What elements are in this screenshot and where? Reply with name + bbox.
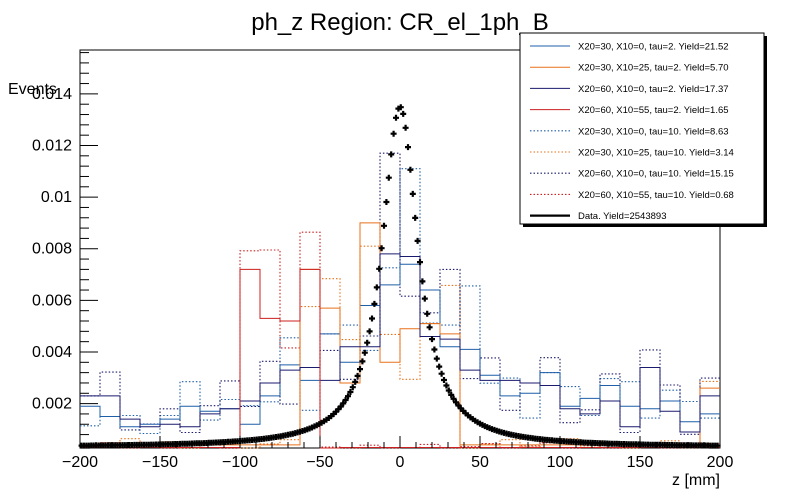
data-point [345,393,351,400]
legend-label: X20=60, X10=55, tau=2. Yield=1.65 [578,105,729,116]
y-tick-label: 0.008 [32,241,72,258]
y-tick-label: 0.006 [32,292,72,309]
data-point [426,324,433,331]
data-point [443,382,450,389]
y-tick-label: 0.004 [32,344,72,361]
data-point [431,346,438,353]
data-point [409,190,416,197]
y-tick-label: 0.014 [32,86,72,103]
data-point [453,399,459,406]
data-point [376,265,383,272]
legend-label: X20=60, X10=0, tau=10. Yield=15.15 [578,169,734,180]
x-tick-label: −200 [62,454,98,471]
data-point [405,144,411,151]
x-tick-label: 150 [627,454,654,471]
data-point [352,378,359,385]
data-point [378,245,385,252]
series-line-4 [80,268,720,449]
legend-label: X20=60, X10=0, tau=2. Yield=17.37 [578,84,729,95]
data-point [448,391,455,398]
x-tick-label: 200 [707,454,734,471]
data-point [349,384,356,391]
legend-label: X20=60, X10=55, tau=10. Yield=0.68 [578,190,734,201]
data-point [340,400,347,407]
x-tick-label: −150 [142,454,178,471]
data-point [364,339,371,346]
legend: X20=30, X10=0, tau=2. Yield=21.52 X20=30,… [519,32,767,227]
data-point [400,110,407,117]
data-point [373,284,380,291]
x-tick-label: −100 [222,454,258,471]
data-point [433,355,440,362]
data-point [450,395,457,402]
data-point [414,237,421,244]
data-point [354,372,361,379]
data-point [429,336,435,343]
data-point [412,214,419,221]
data-point [421,295,428,302]
data-point [424,310,431,317]
data-point [347,389,354,395]
dotted-series-3 [80,152,720,435]
data-point [388,151,395,158]
series-line-3 [80,253,720,433]
y-axis-label: Events [8,81,57,98]
data-point [438,370,445,377]
data-point [385,174,392,181]
x-tick-label: −50 [306,454,333,471]
chart-title: ph_z Region: CR_el_1ph_B [251,9,549,36]
x-axis-label: z [mm] [672,472,720,489]
x-tick-label: 100 [547,454,574,471]
axes: −200 −150 −100 −50 0 50 100 150 200 0.002 0.004 0.0… [32,52,734,471]
legend-box [519,32,765,225]
x-tick-label: 50 [471,454,489,471]
legend-label: X20=30, X10=25, tau=10. Yield=3.14 [578,148,734,159]
legend-label: X20=30, X10=0, tau=10. Yield=8.63 [578,126,729,137]
data-points [78,104,721,449]
data-point [397,104,404,111]
data-point [359,358,366,365]
data-point [441,377,447,383]
legend-label: Data. Yield=2543893 [578,211,666,222]
data-point [357,366,363,373]
data-point [390,130,397,137]
y-tick-label: 0.002 [32,396,72,413]
data-point [342,397,349,403]
data-point [361,349,368,356]
y-tick-label: 0.012 [32,137,72,154]
series-line-1 [80,263,720,428]
data-point [407,166,414,173]
dotted-series-1 [80,168,720,435]
data-point [402,124,409,131]
data-point [383,199,390,205]
data-point [371,300,378,307]
data-point [366,328,373,335]
x-tick-label: 0 [396,454,405,471]
data-point [445,387,452,394]
legend-label: X20=30, X10=0, tau=2. Yield=21.52 [578,42,729,53]
legend-label: X20=30, X10=25, tau=2. Yield=5.70 [578,63,729,74]
data-point [419,278,426,285]
data-point [417,259,423,266]
data-point [393,114,399,121]
y-tick-label: 0.01 [41,189,72,206]
data-point [369,315,375,322]
data-point [381,222,387,229]
data-point [436,363,443,370]
